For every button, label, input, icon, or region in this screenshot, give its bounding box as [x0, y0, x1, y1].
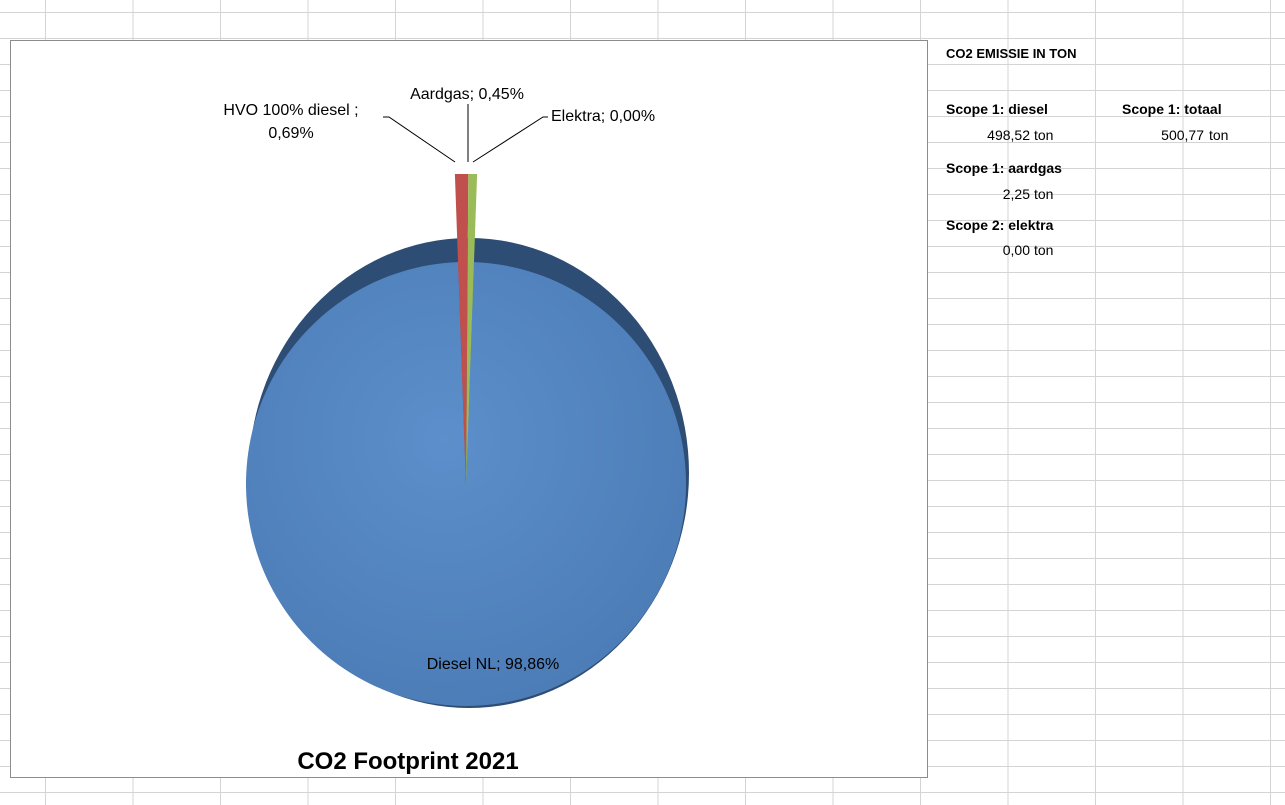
scope1-diesel-unit[interactable]: ton [1034, 127, 1054, 143]
table-header: CO2 EMISSIE IN TON [946, 46, 1077, 61]
leader-elektra [472, 116, 548, 163]
label-hvo-line2: 0,69% [268, 125, 313, 142]
leader-hvo [383, 116, 456, 163]
scope1-total-unit[interactable]: ton [1209, 127, 1229, 143]
chart-title: CO2 Footprint 2021 [297, 748, 518, 775]
scope1-diesel-value[interactable]: 498,52 [987, 127, 1030, 143]
scope2-elec-value[interactable]: 0,00 [1002, 242, 1030, 258]
scope1-total-label: Scope 1: totaal [1122, 101, 1222, 117]
scope1-diesel-label: Scope 1: diesel [946, 101, 1048, 117]
scope1-gas-label: Scope 1: aardgas [946, 160, 1062, 176]
label-aardgas: Aardgas; 0,45% [410, 86, 524, 103]
label-hvo-line1: HVO 100% diesel ; [223, 102, 358, 119]
scope2-elec-unit[interactable]: ton [1034, 242, 1054, 258]
scope2-elec-label: Scope 2: elektra [946, 217, 1054, 233]
pie-slice-hvo-100-diesel[interactable] [454, 174, 469, 487]
pie-chart: Diesel NL; 98,86% HVO 100% diesel ; 0,69% A… [223, 86, 689, 775]
chart-area[interactable]: Diesel NL; 98,86% HVO 100% diesel ; 0,69% A… [10, 40, 928, 778]
pie-slice-aardgas[interactable] [466, 174, 478, 487]
scope1-gas-unit[interactable]: ton [1034, 186, 1054, 202]
scope1-gas-value[interactable]: 2,25 [1002, 186, 1030, 202]
label-elektra: Elektra; 0,00% [551, 108, 655, 125]
scope1-total-value[interactable]: 500,77 [1161, 127, 1204, 143]
label-diesel: Diesel NL; 98,86% [427, 656, 560, 673]
